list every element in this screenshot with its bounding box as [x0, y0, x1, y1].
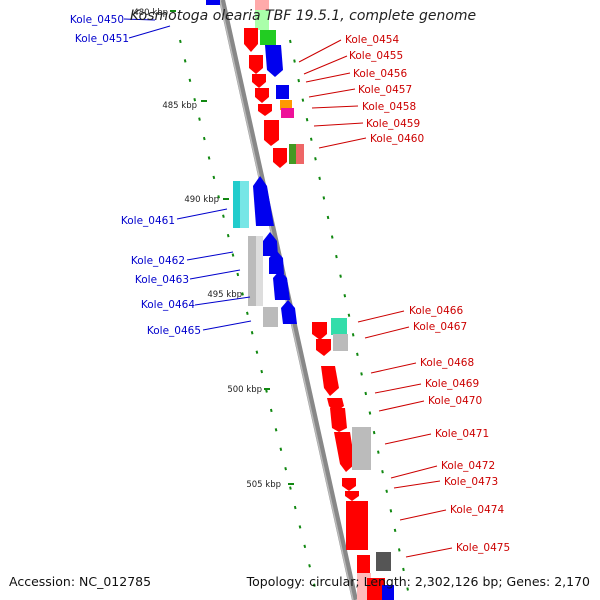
gene-label-right[interactable]: Kole_0455	[349, 50, 403, 62]
tick-label: 480 kbp	[133, 8, 168, 18]
gene-feature	[352, 427, 371, 470]
gene-feature	[264, 120, 279, 146]
gene-feature	[255, 10, 269, 30]
gene-feature	[263, 307, 278, 327]
gene-label-right[interactable]: Kole_0470	[428, 395, 482, 407]
tick-label: 485 kbp	[162, 101, 197, 111]
gene-label-right[interactable]: Kole_0474	[450, 504, 504, 516]
accession-text: Accession: NC_012785	[9, 574, 152, 589]
gene-feature	[331, 318, 347, 335]
gene-label-right[interactable]: Kole_0467	[413, 321, 467, 333]
gene-feature	[316, 339, 331, 356]
gene-feature	[376, 552, 391, 571]
gene-label-left[interactable]: Kole_0463	[135, 274, 189, 286]
gene-label-left[interactable]: Kole_0451	[75, 33, 129, 45]
tick-label: 495 kbp	[207, 290, 242, 300]
gene-label-left[interactable]: Kole_0464	[141, 299, 195, 311]
right-leader-lines	[298, 39, 453, 558]
gene-feature	[330, 408, 347, 432]
gene-feature	[252, 74, 266, 88]
gene-feature	[244, 28, 258, 52]
gene-feature	[263, 232, 278, 256]
gene-feature	[281, 108, 294, 118]
gene-label-right[interactable]: Kole_0469	[425, 378, 479, 390]
gene-feature	[312, 322, 327, 340]
gene-feature	[265, 45, 283, 77]
tick-label: 505 kbp	[246, 480, 281, 490]
gene-label-right[interactable]: Kole_0473	[444, 476, 498, 488]
gene-feature	[334, 432, 355, 472]
gene-feature	[255, 88, 269, 103]
gene-feature	[240, 181, 249, 228]
gene-feature	[289, 144, 297, 164]
gene-label-left[interactable]: Kole_0462	[131, 255, 185, 267]
genome-title: Kosmotoga olearia TBF 19.5.1, complete g…	[130, 8, 477, 24]
gene-label-right[interactable]: Kole_0459	[366, 118, 420, 130]
gene-feature	[249, 55, 263, 74]
gene-feature	[273, 270, 290, 300]
gene-feature	[260, 30, 276, 45]
gene-feature	[273, 148, 287, 168]
gene-feature	[253, 176, 274, 226]
gene-label-right[interactable]: Kole_0454	[345, 34, 399, 46]
gene-feature	[206, 0, 220, 5]
gene-label-left[interactable]: Kole_0461	[121, 215, 175, 227]
gene-feature	[269, 250, 284, 274]
gene-label-right[interactable]: Kole_0475	[456, 542, 510, 554]
gene-feature	[321, 366, 339, 396]
tick-label: 500 kbp	[227, 385, 262, 395]
gene-feature	[382, 585, 394, 600]
gene-feature	[333, 334, 348, 351]
gene-label-right[interactable]: Kole_0472	[441, 460, 495, 472]
gene-label-right[interactable]: Kole_0458	[362, 101, 416, 113]
gene-feature	[345, 491, 359, 501]
gene-feature	[296, 144, 304, 164]
gene-feature	[346, 501, 368, 550]
gene-label-left[interactable]: Kole_0450	[70, 14, 124, 26]
genome-stats-text: Topology: circular; Length: 2,302,126 bp…	[246, 574, 590, 589]
gene-label-right[interactable]: Kole_0468	[420, 357, 474, 369]
gene-feature	[280, 100, 292, 110]
gene-label-left[interactable]: Kole_0465	[147, 325, 201, 337]
gene-features	[206, 0, 394, 600]
gene-feature	[276, 85, 289, 99]
left-leader-lines	[123, 18, 252, 331]
gene-feature	[258, 104, 272, 116]
tick-label: 490 kbp	[184, 195, 219, 205]
gene-feature	[256, 236, 263, 306]
gene-label-right[interactable]: Kole_0460	[370, 133, 424, 145]
gene-label-right[interactable]: Kole_0466	[409, 305, 463, 317]
gene-feature	[342, 478, 356, 491]
left-dotted-guide	[179, 39, 319, 600]
gene-label-right[interactable]: Kole_0457	[358, 84, 412, 96]
gene-label-right[interactable]: Kole_0456	[353, 68, 407, 80]
gene-label-right[interactable]: Kole_0471	[435, 428, 489, 440]
gene-feature	[357, 555, 370, 575]
gene-feature	[281, 300, 297, 324]
gene-feature	[367, 578, 385, 600]
